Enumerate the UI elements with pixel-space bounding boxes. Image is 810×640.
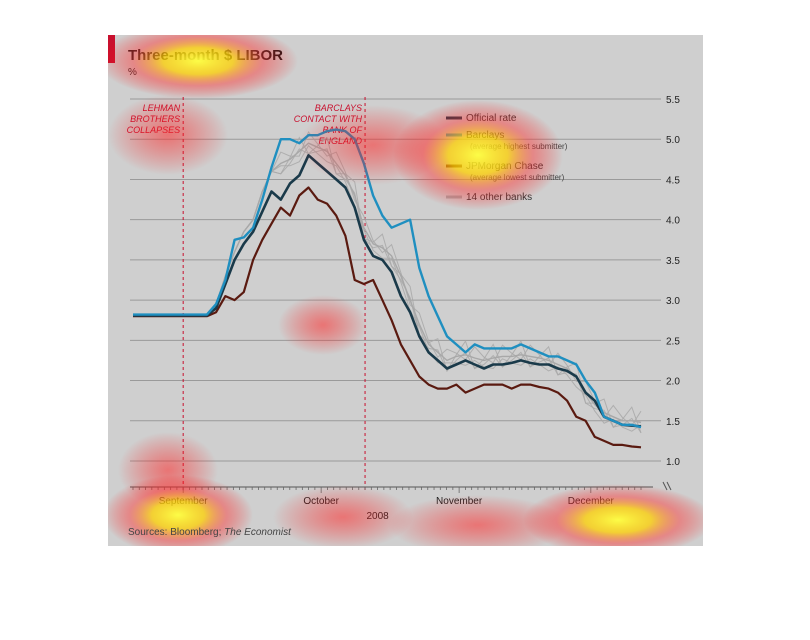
series-line-jpm <box>133 186 642 449</box>
chart-figure: Three-month $ LIBOR % 5.5 5.0 4.5 4.0 3.5 3.0… <box>108 35 703 546</box>
y-tick-label: 2.0 <box>666 377 680 388</box>
gridlines <box>130 98 661 462</box>
annotation-text: BROTHERS <box>130 114 180 124</box>
legend-label: 14 other banks <box>466 192 532 203</box>
annotation-text: CONTACT WITH <box>294 114 363 124</box>
series-line-barclays <box>133 128 642 429</box>
annotation-text: BARCLAYS <box>315 103 362 113</box>
y-tick-label: 3.5 <box>666 256 680 267</box>
x-axis: September October November December 2008 <box>130 481 672 522</box>
x-tick-label: December <box>568 496 615 507</box>
year-label: 2008 <box>366 511 389 522</box>
y-tick-label: 3.0 <box>666 296 680 307</box>
axis-break-icon <box>662 481 672 491</box>
legend-label: Official rate <box>466 113 517 124</box>
y-tick-label: 4.0 <box>666 216 680 227</box>
y-tick-label: 5.5 <box>666 95 680 106</box>
y-tick-label: 1.0 <box>666 457 680 468</box>
y-tick-labels: 5.5 5.0 4.5 4.0 3.5 3.0 2.5 2.0 1.5 1.0 <box>666 95 680 468</box>
legend-label: Barclays <box>466 130 504 141</box>
y-tick-label: 2.5 <box>666 336 680 347</box>
chart-plot: 5.5 5.0 4.5 4.0 3.5 3.0 2.5 2.0 1.5 1.0 LEHMANBRO… <box>127 95 681 522</box>
legend-label: JPMorgan Chase <box>466 161 544 172</box>
series-line-other-bank <box>133 136 642 433</box>
legend-sublabel: (average highest submitter) <box>470 142 568 151</box>
y-tick-label: 4.5 <box>666 175 680 186</box>
series-line-official <box>133 154 642 428</box>
series-line-other-bank <box>133 144 642 432</box>
x-tick-label: November <box>436 496 483 507</box>
source-note: Sources: Bloomberg; The Economist <box>128 527 291 538</box>
x-tick-label: September <box>159 496 209 507</box>
y-tick-label: 1.5 <box>666 417 680 428</box>
legend-sublabel: (average lowest submitter) <box>470 173 565 182</box>
series-line-other-bank <box>133 148 642 434</box>
legend: Official rate Barclays(average highest su… <box>446 113 568 203</box>
x-tick-label: October <box>303 496 339 507</box>
annotation-text: COLLAPSES <box>127 125 181 135</box>
series-lines <box>133 128 642 449</box>
annotation-text: LEHMAN <box>143 103 181 113</box>
series-line-other-bank <box>133 130 642 427</box>
source-text: Sources: Bloomberg; <box>128 527 225 538</box>
y-tick-label: 5.0 <box>666 135 680 146</box>
source-publication: The Economist <box>224 527 291 538</box>
